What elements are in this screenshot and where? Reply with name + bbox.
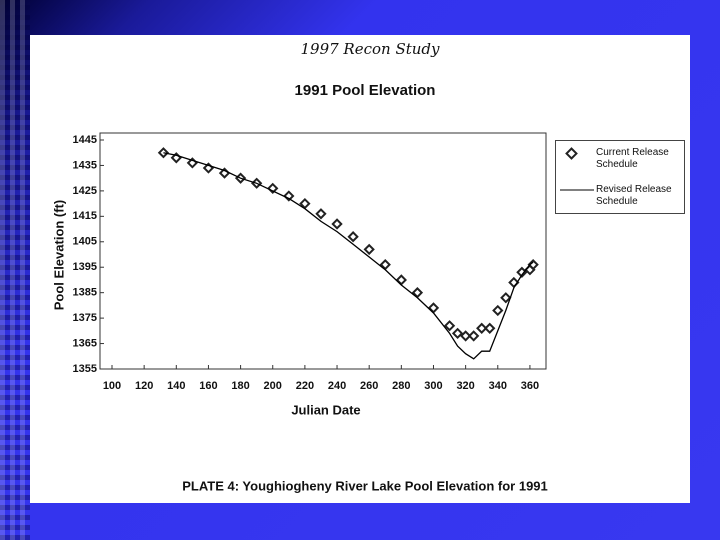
paper	[30, 35, 690, 503]
y-axis-label: Pool Elevation (ft)	[51, 200, 66, 311]
x-tick-label: 320	[456, 380, 474, 392]
y-tick-label: 1395	[73, 261, 97, 273]
x-tick-label: 260	[360, 380, 378, 392]
marker	[459, 330, 472, 342]
legend-entry: Current Release Schedule	[596, 147, 669, 170]
legend-marker	[565, 147, 578, 160]
marker	[251, 177, 263, 189]
x-tick-label: 160	[199, 380, 217, 392]
y-tick-label: 1415	[73, 210, 97, 222]
marker	[347, 231, 359, 243]
y-tick-label: 1355	[73, 363, 97, 375]
marker	[527, 259, 539, 271]
handwritten-note: 1997 Recon Study	[300, 40, 440, 58]
caption: PLATE 4: Youghiogheny River Lake Pool El…	[182, 478, 548, 493]
x-tick-label: 220	[296, 380, 314, 392]
x-tick-label: 360	[521, 380, 539, 392]
decor-strip	[0, 0, 30, 540]
marker	[516, 266, 528, 278]
marker	[451, 327, 464, 340]
x-tick-label: 300	[424, 380, 442, 392]
x-tick-label: 280	[392, 380, 410, 392]
marker	[476, 322, 488, 334]
legend-line	[560, 189, 594, 191]
plot-frame	[99, 132, 547, 370]
x-tick-label: 200	[264, 380, 282, 392]
x-tick-label: 240	[328, 380, 346, 392]
marker	[492, 304, 504, 317]
x-tick-label: 100	[103, 380, 121, 392]
marker	[427, 302, 440, 314]
marker	[500, 292, 512, 304]
legend-entry: Revised Release Schedule	[596, 184, 672, 207]
x-tick-label: 120	[135, 380, 153, 392]
y-tick-label: 1435	[73, 159, 97, 171]
y-tick-label: 1425	[73, 185, 97, 197]
legend: Current Release Schedule Revised Release…	[555, 140, 685, 214]
y-tick-label: 1445	[73, 134, 97, 146]
marker	[379, 259, 391, 271]
chart-title: 1991 Pool Elevation	[295, 82, 436, 99]
marker	[331, 218, 343, 230]
x-axis-label: Julian Date	[291, 402, 360, 417]
x-tick-label: 340	[489, 380, 507, 392]
marker	[315, 208, 327, 220]
marker	[395, 274, 407, 286]
marker	[363, 243, 375, 256]
marker	[234, 172, 247, 184]
x-tick-label: 140	[167, 380, 185, 392]
x-tick-label: 180	[231, 380, 249, 392]
y-tick-label: 1375	[73, 312, 97, 324]
marker	[157, 147, 170, 159]
series-line	[163, 152, 534, 360]
y-tick-label: 1365	[73, 337, 97, 349]
marker	[299, 197, 311, 210]
y-tick-label: 1405	[73, 236, 97, 248]
y-tick-label: 1385	[73, 287, 97, 299]
marker	[484, 322, 496, 334]
marker	[443, 320, 456, 332]
marker	[468, 330, 480, 342]
marker	[411, 287, 424, 299]
